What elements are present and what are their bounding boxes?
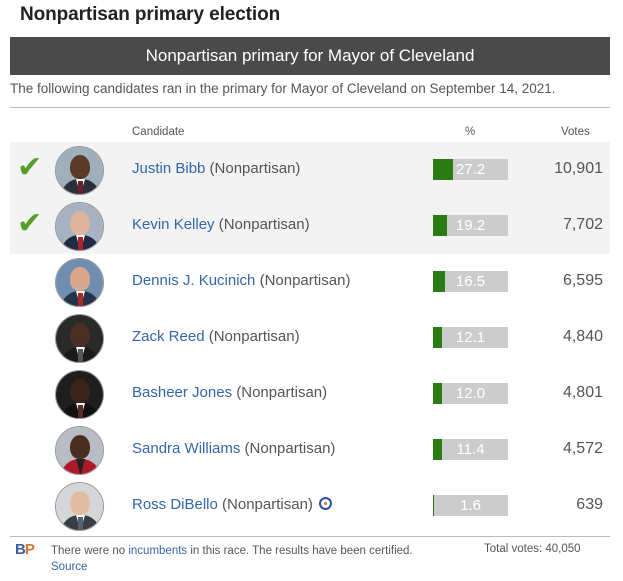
vote-count: 6,595 [562, 272, 603, 289]
candidate-row: Sandra Williams (Nonpartisan) 11.4 4,572 [10, 422, 610, 478]
column-header-percent: % [465, 126, 476, 138]
page-title: Nonpartisan primary election [20, 4, 281, 25]
candidate-name-link[interactable]: Justin Bibb [132, 160, 206, 177]
candidate-name-link[interactable]: Zack Reed [132, 328, 205, 345]
percent-value: 12.1 [455, 329, 486, 346]
percent-bar: 16.5 [433, 271, 508, 292]
candidate-label: Ross DiBello (Nonpartisan) [132, 496, 332, 513]
percent-bar-fill [433, 271, 446, 292]
candidate-label: Sandra Williams (Nonpartisan) [132, 440, 335, 457]
percent-bar-fill [433, 383, 442, 404]
candidate-label: Kevin Kelley (Nonpartisan) [132, 216, 310, 233]
percent-bar: 27.2 [433, 159, 508, 180]
column-header-votes: Votes [561, 126, 590, 138]
candidate-party: (Nonpartisan) [240, 440, 336, 457]
percent-bar: 1.6 [433, 495, 508, 516]
candidate-label: Dennis J. Kucinich (Nonpartisan) [132, 272, 350, 289]
vote-count: 4,801 [562, 384, 603, 401]
candidate-name-link[interactable]: Kevin Kelley [132, 216, 215, 233]
percent-bar: 12.0 [433, 383, 508, 404]
avatar [55, 146, 104, 195]
divider [10, 107, 610, 108]
divider [10, 536, 610, 537]
source-link[interactable]: Source [51, 561, 88, 573]
percent-value: 1.6 [460, 497, 481, 514]
avatar [55, 202, 104, 251]
candidate-label: Basheer Jones (Nonpartisan) [132, 384, 327, 401]
percent-value: 19.2 [455, 217, 486, 234]
percent-bar-fill [433, 215, 448, 236]
percent-bar: 12.1 [433, 327, 508, 348]
avatar [55, 314, 104, 363]
vote-count: 4,840 [562, 328, 603, 345]
candidate-name-link[interactable]: Ross DiBello [132, 496, 218, 513]
vote-count: 4,572 [562, 440, 603, 457]
percent-value: 16.5 [455, 273, 486, 290]
avatar [55, 482, 104, 531]
vote-count: 7,702 [562, 216, 603, 233]
total-votes: Total votes: 40,050 [484, 543, 581, 555]
percent-value: 12.0 [455, 385, 486, 402]
candidate-party: (Nonpartisan) [204, 328, 300, 345]
candidate-row: Basheer Jones (Nonpartisan) 12.0 4,801 [10, 366, 610, 422]
candidate-connection-icon[interactable] [318, 497, 332, 510]
avatar [55, 258, 104, 307]
candidate-party: (Nonpartisan) [255, 272, 351, 289]
candidate-row: Dennis J. Kucinich (Nonpartisan) 16.5 6,… [10, 254, 610, 310]
candidate-row: Ross DiBello (Nonpartisan) 1.6 639 [10, 478, 610, 534]
check-icon: ✔ [17, 207, 43, 240]
vote-count: 10,901 [554, 160, 603, 177]
candidate-name-link[interactable]: Basheer Jones [132, 384, 233, 401]
candidate-label: Zack Reed (Nonpartisan) [132, 328, 300, 345]
incumbents-link[interactable]: incumbents [128, 545, 188, 557]
candidate-row: Zack Reed (Nonpartisan) 12.1 4,840 [10, 310, 610, 366]
percent-bar-fill [433, 495, 435, 516]
candidate-party: (Nonpartisan) [232, 384, 328, 401]
percent-bar-fill [433, 327, 443, 348]
avatar [55, 426, 104, 475]
candidate-party: (Nonpartisan) [205, 160, 301, 177]
results-footnote: There were no incumbents in this race. T… [51, 545, 413, 573]
percent-bar-fill [433, 439, 442, 460]
candidate-name-link[interactable]: Dennis J. Kucinich [132, 272, 256, 289]
percent-value: 11.4 [456, 441, 485, 458]
candidate-label: Justin Bibb (Nonpartisan) [132, 160, 300, 177]
percent-bar: 11.4 [433, 439, 508, 460]
percent-bar: 19.2 [433, 215, 508, 236]
candidate-row: ✔ Kevin Kelley (Nonpartisan) 19.2 7,702 [10, 198, 610, 254]
ballotpedia-logo: BP [15, 541, 35, 558]
percent-bar-fill [433, 159, 454, 180]
race-intro: The following candidates ran in the prim… [10, 81, 556, 96]
column-header-candidate: Candidate [132, 126, 185, 138]
candidate-name-link[interactable]: Sandra Williams [132, 440, 241, 457]
check-icon: ✔ [17, 151, 43, 184]
avatar [55, 370, 104, 419]
candidate-party: (Nonpartisan) [214, 216, 310, 233]
candidate-row: ✔ Justin Bibb (Nonpartisan) 27.2 10,901 [10, 142, 610, 198]
candidate-party: (Nonpartisan) [217, 496, 313, 513]
percent-value: 27.2 [455, 161, 486, 178]
vote-count: 639 [576, 496, 603, 513]
race-banner: Nonpartisan primary for Mayor of Clevela… [10, 37, 610, 75]
